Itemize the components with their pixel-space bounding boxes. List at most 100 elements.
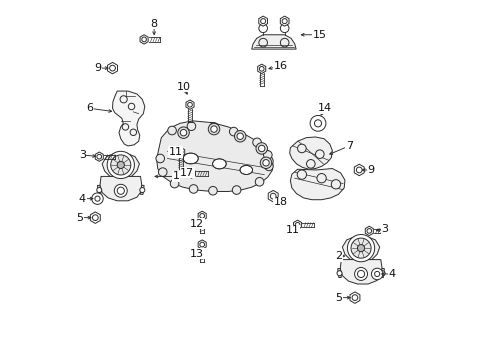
Text: 7: 7 <box>345 141 352 151</box>
Circle shape <box>189 185 198 193</box>
Text: 5: 5 <box>334 293 341 303</box>
Polygon shape <box>337 269 341 278</box>
Circle shape <box>142 37 146 42</box>
Circle shape <box>252 138 261 147</box>
Circle shape <box>297 170 306 179</box>
Circle shape <box>232 186 241 194</box>
Circle shape <box>357 244 364 252</box>
Circle shape <box>92 215 98 221</box>
Text: 3: 3 <box>381 225 388 234</box>
Text: 10: 10 <box>176 82 190 92</box>
Text: 8: 8 <box>150 19 157 29</box>
Text: 11: 11 <box>285 225 299 235</box>
Circle shape <box>258 145 264 152</box>
Text: 13: 13 <box>190 248 204 258</box>
Circle shape <box>180 130 186 136</box>
Text: 11: 11 <box>168 147 183 157</box>
Circle shape <box>295 222 299 227</box>
Circle shape <box>357 270 364 278</box>
Circle shape <box>270 193 276 199</box>
Polygon shape <box>293 220 301 229</box>
Circle shape <box>178 150 183 154</box>
Circle shape <box>259 67 264 71</box>
Circle shape <box>167 126 176 135</box>
Circle shape <box>366 229 371 233</box>
Circle shape <box>189 171 193 176</box>
Circle shape <box>208 186 217 195</box>
Circle shape <box>229 127 238 136</box>
Circle shape <box>117 161 124 168</box>
Circle shape <box>200 213 204 218</box>
Text: 9: 9 <box>366 165 373 175</box>
Circle shape <box>264 162 273 171</box>
Polygon shape <box>140 35 148 44</box>
Text: 1: 1 <box>173 171 180 181</box>
Circle shape <box>280 39 288 47</box>
Polygon shape <box>102 153 139 176</box>
Circle shape <box>234 131 245 142</box>
Circle shape <box>282 19 286 24</box>
Circle shape <box>187 122 195 131</box>
Circle shape <box>187 102 192 107</box>
Circle shape <box>351 295 357 301</box>
Polygon shape <box>156 121 273 192</box>
Ellipse shape <box>240 166 252 175</box>
Circle shape <box>107 151 134 179</box>
Polygon shape <box>185 100 194 109</box>
Circle shape <box>208 123 219 135</box>
Polygon shape <box>176 147 184 157</box>
Circle shape <box>297 144 305 153</box>
Polygon shape <box>140 185 144 194</box>
Polygon shape <box>107 62 117 74</box>
Circle shape <box>258 24 267 33</box>
Ellipse shape <box>183 153 198 164</box>
Circle shape <box>237 133 243 139</box>
Polygon shape <box>380 269 384 278</box>
Circle shape <box>114 184 127 197</box>
Circle shape <box>260 19 265 24</box>
Polygon shape <box>198 211 206 221</box>
Circle shape <box>330 180 340 189</box>
Circle shape <box>356 167 362 173</box>
Circle shape <box>255 177 264 186</box>
Circle shape <box>306 159 314 168</box>
Circle shape <box>209 123 218 131</box>
Polygon shape <box>258 16 267 26</box>
Polygon shape <box>112 91 144 146</box>
Circle shape <box>314 120 321 127</box>
Polygon shape <box>90 212 100 224</box>
Circle shape <box>117 187 124 194</box>
Polygon shape <box>342 236 379 260</box>
Circle shape <box>122 124 128 130</box>
Circle shape <box>130 129 136 135</box>
Circle shape <box>346 234 374 262</box>
Circle shape <box>263 150 271 159</box>
Circle shape <box>110 155 131 175</box>
Circle shape <box>371 268 382 280</box>
Circle shape <box>336 271 341 276</box>
Polygon shape <box>257 64 265 73</box>
Polygon shape <box>289 137 332 169</box>
Polygon shape <box>268 190 278 202</box>
Text: 14: 14 <box>318 103 331 113</box>
Circle shape <box>350 238 370 258</box>
Text: 18: 18 <box>273 197 287 207</box>
Polygon shape <box>354 164 364 176</box>
Circle shape <box>170 179 179 188</box>
Polygon shape <box>349 292 359 303</box>
Polygon shape <box>100 176 142 201</box>
Circle shape <box>258 39 267 47</box>
Polygon shape <box>95 152 103 161</box>
Circle shape <box>95 196 100 201</box>
Circle shape <box>316 174 325 183</box>
Circle shape <box>120 96 127 103</box>
Polygon shape <box>290 168 344 200</box>
Circle shape <box>354 267 367 280</box>
Circle shape <box>255 143 267 154</box>
Circle shape <box>379 271 384 276</box>
Ellipse shape <box>212 159 226 169</box>
Circle shape <box>280 24 288 33</box>
Circle shape <box>128 103 135 110</box>
Polygon shape <box>97 185 101 194</box>
Text: 4: 4 <box>79 194 86 204</box>
